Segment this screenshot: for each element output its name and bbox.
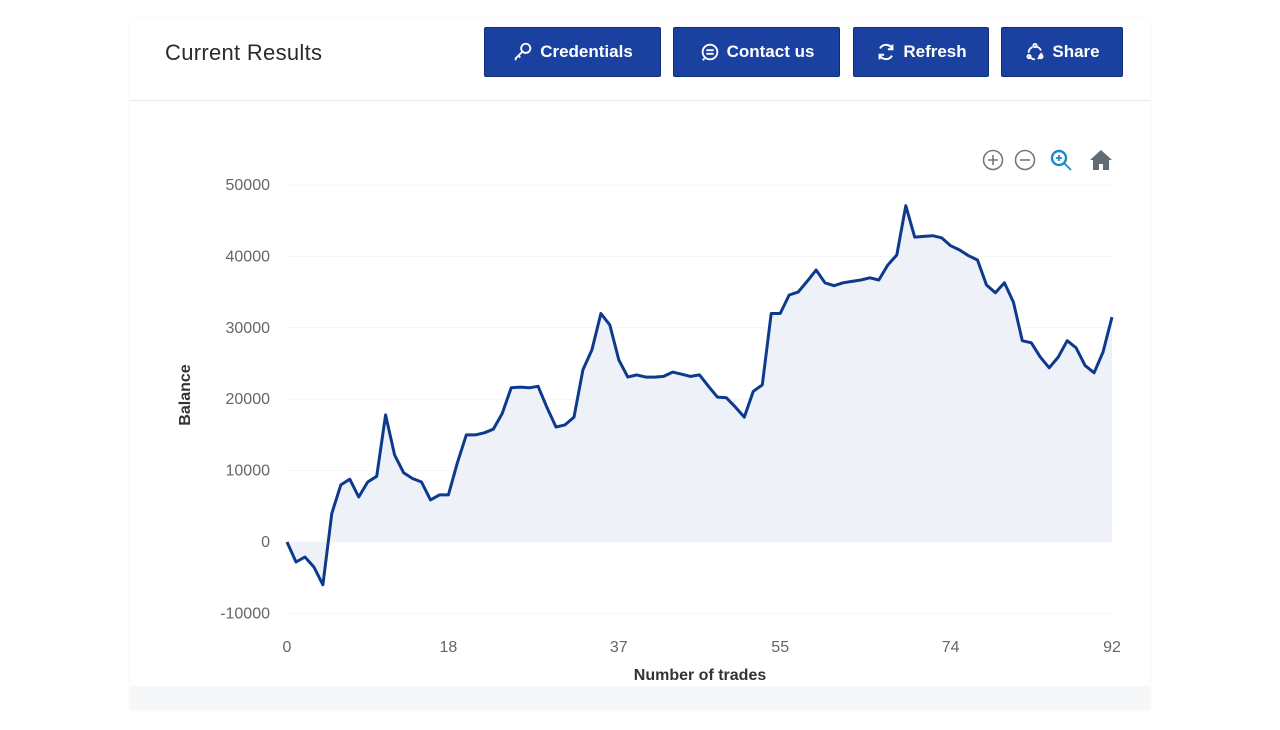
y-tick-label: 50000 [226, 177, 271, 194]
share-label: Share [1052, 42, 1100, 61]
y-tick-label: 10000 [226, 463, 271, 480]
x-tick-label: 0 [283, 639, 292, 656]
y-tick-label: -10000 [220, 605, 270, 622]
share-icon [1026, 43, 1044, 61]
contact-us-label: Contact us [726, 42, 815, 61]
x-tick-label: 55 [771, 639, 789, 656]
y-tick-label: 0 [261, 534, 270, 551]
refresh-icon [878, 43, 894, 61]
x-tick-label: 37 [610, 639, 628, 656]
x-axis-label: Number of trades [634, 667, 767, 684]
refresh-label: Refresh [903, 42, 967, 61]
y-tick-label: 20000 [226, 391, 271, 408]
y-tick-label: 40000 [226, 248, 271, 265]
y-tick-label: 30000 [226, 320, 271, 337]
x-tick-label: 92 [1103, 639, 1121, 656]
credentials-button[interactable]: Credentials [484, 27, 661, 77]
contact-us-button[interactable]: Contact us [673, 27, 840, 77]
chat-icon [701, 43, 718, 61]
credentials-label: Credentials [540, 42, 633, 61]
zoom-in-icon[interactable] [981, 148, 1005, 172]
balance-line [285, 204, 1114, 587]
x-tick-label: 18 [440, 639, 458, 656]
page-title: Current Results [165, 40, 323, 65]
home-icon[interactable] [1089, 148, 1113, 172]
zoom-out-icon[interactable] [1013, 148, 1037, 172]
balance-area [287, 205, 1112, 585]
y-axis-label: Balance [177, 364, 194, 425]
zoom-icon[interactable] [1049, 148, 1073, 172]
key-icon [514, 42, 532, 61]
share-button[interactable]: Share [1001, 27, 1123, 77]
card-footer [130, 686, 1150, 710]
refresh-button[interactable]: Refresh [853, 27, 989, 77]
x-tick-label: 74 [942, 639, 960, 656]
card-header: Current Results Credentials Contact us R… [130, 18, 1150, 101]
